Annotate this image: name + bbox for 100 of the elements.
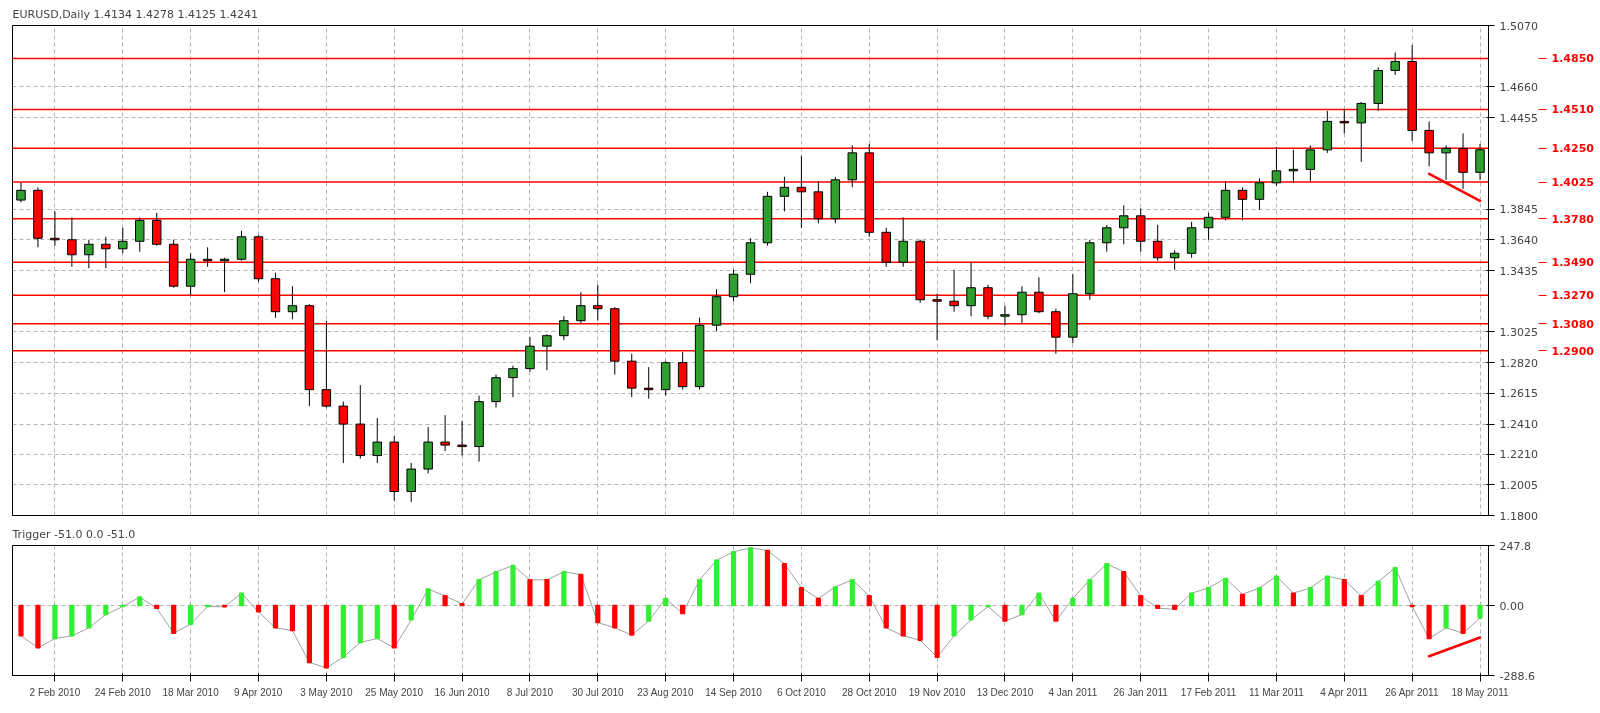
candlestick [1102,224,1112,253]
candlestick [236,230,247,262]
candlestick [287,285,298,320]
bar [713,559,720,607]
bar [323,604,329,669]
bar [866,595,872,607]
bar [1053,604,1059,622]
candlestick [1305,144,1316,182]
candlestick [1356,101,1366,163]
x-tick-label: 18 May 2011 [1451,686,1509,698]
bar [696,579,703,607]
y-tick-label: 1.2615 [1499,387,1538,401]
candlestick [491,374,501,409]
bar [1358,595,1364,607]
bar [849,579,855,607]
bar [272,604,279,629]
ref-line-label: 1.3080 [1551,317,1595,331]
bar [1222,577,1229,607]
candlestick [16,182,26,203]
candlestick [1254,177,1265,211]
bar [1155,604,1161,609]
bar [764,549,771,607]
x-tick-label: 13 Dec 2010 [976,686,1034,698]
y-tick-label: 1.3025 [1499,325,1538,339]
x-tick-label: 3 May 2010 [300,686,353,698]
y-tick-label: 1.2210 [1499,448,1538,462]
candlestick [966,261,976,317]
bar [1172,604,1178,610]
candlestick [576,291,586,325]
x-tick-label: 25 May 2010 [365,686,424,698]
chart-title: Trigger -51.0 0.0 -51.0 [11,527,136,541]
bar [680,604,686,615]
ref-line-label: 1.2900 [1551,344,1595,358]
y-tick-label: 1.3640 [1499,233,1538,247]
x-tick-label: 30 Jul 2010 [571,686,625,698]
x-tick-label: 4 Jan 2011 [1048,686,1098,698]
bar [747,547,754,607]
candlestick [372,417,382,464]
candlestick [440,414,450,452]
candlestick [542,333,552,371]
y-tick-label: 1.3845 [1499,203,1538,217]
bar [1460,604,1466,634]
bar [1104,563,1110,607]
y-tick-label: 1.2410 [1499,418,1538,432]
x-tick-label: 14 Sep 2010 [705,686,763,698]
bar [629,604,635,636]
candlestick [1169,249,1180,271]
candlestick [1271,146,1282,187]
bar [1375,580,1381,607]
bar [1121,571,1127,607]
bar [1443,604,1449,629]
candlestick [1119,204,1129,245]
bar [544,579,550,607]
bar [493,571,499,607]
bar [1392,567,1398,607]
y-tick-label: 1.4455 [1499,111,1538,125]
ref-line-label: 1.4510 [1551,103,1595,117]
bar [69,604,75,637]
bar [1324,575,1330,607]
bar [1205,587,1212,607]
y-tick-label: 1.3435 [1499,264,1538,278]
bar [255,604,262,613]
bar [35,604,41,649]
bar [510,564,516,607]
y-tick-label: 1.2005 [1499,478,1538,492]
candlestick [779,176,790,212]
candlestick [338,401,349,464]
bar [595,604,601,624]
bar [18,604,24,637]
bar [391,604,397,649]
candlestick [508,365,518,398]
bar [1477,604,1483,619]
bar [1307,587,1313,607]
bar [1087,579,1093,607]
bar [832,586,838,607]
bar [612,604,618,629]
candlestick [1390,51,1400,76]
bar [883,604,889,629]
x-tick-label: 2 Feb 2010 [29,686,81,698]
candlestick [118,227,128,254]
bar [1138,595,1144,607]
candlestick [1441,144,1451,181]
bar [1290,592,1297,607]
x-tick-label: 4 Apr 2011 [1320,686,1369,698]
x-tick-label: 11 Mar 2011 [1249,686,1305,698]
ref-line-label: 1.4250 [1551,142,1595,156]
bar [306,604,313,664]
bar [103,604,109,616]
ref-line-label: 1.4850 [1551,52,1595,66]
bar [561,571,567,607]
y-tick-label: 1.5070 [1499,19,1538,33]
x-tick-label: 24 Feb 2010 [94,686,152,698]
bar [1426,604,1432,640]
bar [1002,604,1008,622]
ref-line-label: 1.3490 [1551,256,1595,270]
candlestick [525,336,535,373]
y-tick-label: 1.2820 [1499,356,1538,370]
bar [1019,604,1025,616]
candlestick [406,462,416,503]
ref-line-label: 1.3780 [1551,212,1595,226]
